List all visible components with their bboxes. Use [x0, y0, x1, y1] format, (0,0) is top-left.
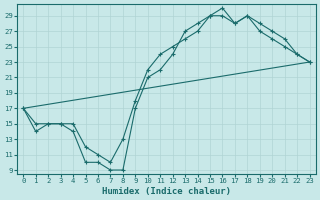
X-axis label: Humidex (Indice chaleur): Humidex (Indice chaleur): [102, 187, 231, 196]
